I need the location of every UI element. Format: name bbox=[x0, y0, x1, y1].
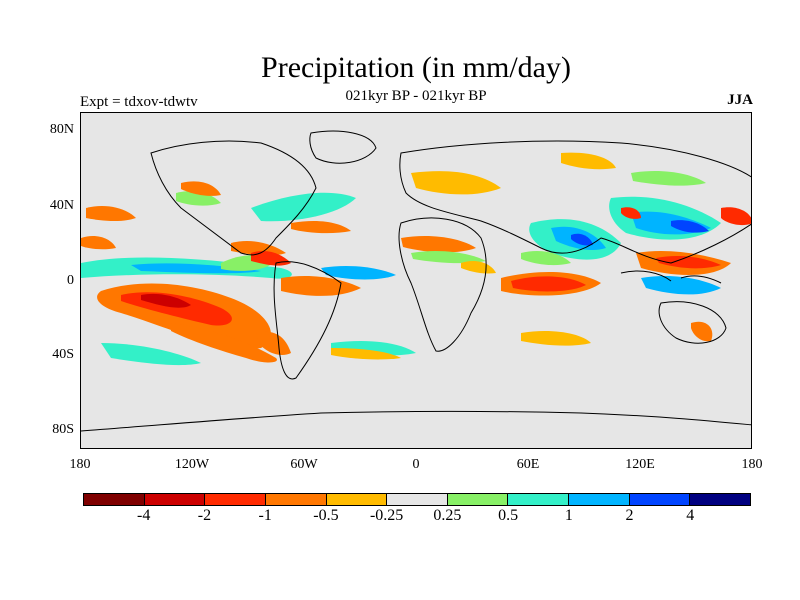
y-tick-label-40s: 40S bbox=[52, 347, 74, 362]
australia-coast bbox=[658, 301, 727, 344]
anomaly-north-pacific-dry bbox=[86, 206, 136, 222]
anomaly-south-america-dry bbox=[256, 331, 291, 355]
anomaly-maritime-continent-wet bbox=[641, 276, 721, 295]
colorbar-label: -0.5 bbox=[313, 507, 339, 524]
anomaly-south-pacific-dry-center bbox=[141, 293, 191, 308]
anomaly-australia-dry bbox=[691, 321, 713, 342]
anomaly-west-africa-dry bbox=[401, 236, 476, 253]
anomaly-arabian-sea-wet bbox=[521, 251, 571, 266]
x-tick-label-60w: 60W bbox=[290, 457, 318, 472]
colorbar-swatch bbox=[205, 494, 266, 505]
greenland-coast bbox=[309, 130, 377, 164]
x-tick-label-0: 0 bbox=[412, 457, 420, 472]
anomaly-west-pacific-dry-core bbox=[656, 255, 721, 269]
maritime-continent-coast bbox=[620, 270, 722, 284]
map-svg bbox=[81, 130, 751, 432]
colorbar-swatch bbox=[508, 494, 570, 505]
colorbar-label: 1 bbox=[564, 507, 573, 524]
anomaly-north-atlantic-dry-2 bbox=[411, 171, 501, 195]
subtitle: 021kyr BP - 021kyr BP bbox=[345, 88, 487, 104]
precipitation-map bbox=[80, 112, 752, 449]
anomaly-east-asia-strong bbox=[671, 220, 709, 233]
y-tick-label-0: 0 bbox=[67, 273, 74, 288]
anomaly-eurasia-wet bbox=[631, 171, 706, 186]
anomaly-pacific-wet-core bbox=[131, 263, 261, 274]
anomaly-south-pacific-tail bbox=[171, 323, 277, 363]
anomaly-east-africa-dry bbox=[461, 261, 496, 274]
page-title: Precipitation (in mm/day) bbox=[261, 51, 571, 84]
colorbar-swatch bbox=[569, 494, 630, 505]
precip-anomaly-fields bbox=[81, 152, 751, 366]
antarctica-coast bbox=[81, 411, 751, 432]
north-america-coast bbox=[150, 140, 317, 256]
anomaly-indian-ocean-dry-core bbox=[511, 276, 586, 292]
colorbar-label: -2 bbox=[197, 507, 212, 524]
colorbar-swatch bbox=[84, 494, 145, 505]
anomaly-northeast-pacific-wet bbox=[176, 191, 221, 206]
anomaly-east-asia-dry bbox=[621, 207, 641, 219]
south-america-coast bbox=[273, 261, 342, 380]
anomaly-siberia-dry bbox=[561, 152, 616, 170]
season-label: JJA bbox=[727, 92, 753, 108]
colorbar-swatch bbox=[144, 494, 206, 505]
anomaly-south-atlantic-dry bbox=[331, 348, 401, 360]
anomaly-bay-of-bengal-strong bbox=[571, 233, 593, 246]
colorbar bbox=[83, 493, 751, 506]
colorbar-swatch bbox=[447, 494, 509, 505]
colorbar-label: 4 bbox=[686, 507, 695, 524]
y-tick-label-80s: 80S bbox=[52, 422, 74, 437]
anomaly-tropical-pacific-dry bbox=[231, 241, 286, 256]
x-tick-label-180w: 180 bbox=[69, 457, 91, 472]
coastlines bbox=[81, 130, 751, 432]
anomaly-sahel-wet bbox=[411, 250, 486, 264]
anomaly-north-atlantic-wet bbox=[251, 192, 356, 222]
x-tick-label-60e: 60E bbox=[516, 457, 540, 472]
x-tick-label-120e: 120E bbox=[625, 457, 655, 472]
colorbar-label: 0.25 bbox=[433, 507, 462, 524]
anomaly-atlantic-itcz-wet bbox=[321, 265, 396, 280]
anomaly-north-atlantic-dry bbox=[291, 220, 351, 234]
anomaly-northwest-pacific-dry bbox=[721, 207, 751, 226]
colorbar-label: 2 bbox=[625, 507, 634, 524]
y-tick-label-80n: 80N bbox=[49, 122, 74, 137]
anomaly-north-america-dry bbox=[181, 181, 221, 196]
colorbar-swatch bbox=[629, 494, 691, 505]
africa-coast bbox=[398, 217, 487, 352]
colorbar-label: -1 bbox=[258, 507, 272, 524]
colorbar-swatch bbox=[387, 494, 448, 505]
y-tick-label-40n: 40N bbox=[49, 198, 74, 213]
anomaly-amazon-dry bbox=[281, 276, 361, 296]
anomaly-southern-indian-dry bbox=[521, 331, 591, 346]
colorbar-swatch bbox=[690, 494, 751, 505]
colorbar-label: -4 bbox=[137, 507, 151, 524]
colorbar-swatch bbox=[265, 494, 327, 505]
colorbar-label: 0.5 bbox=[498, 507, 519, 524]
x-tick-label-120w: 120W bbox=[174, 457, 210, 472]
colorbar-label: -0.25 bbox=[369, 507, 404, 524]
anomaly-south-pacific-wet bbox=[101, 343, 201, 366]
eurasia-coast bbox=[399, 140, 751, 264]
anomaly-north-pacific-dry-2 bbox=[81, 236, 116, 250]
x-tick-label-180e: 180 bbox=[741, 457, 763, 472]
colorbar-swatch bbox=[326, 494, 388, 505]
experiment-label: Expt = tdxov-tdwtv bbox=[80, 94, 198, 110]
